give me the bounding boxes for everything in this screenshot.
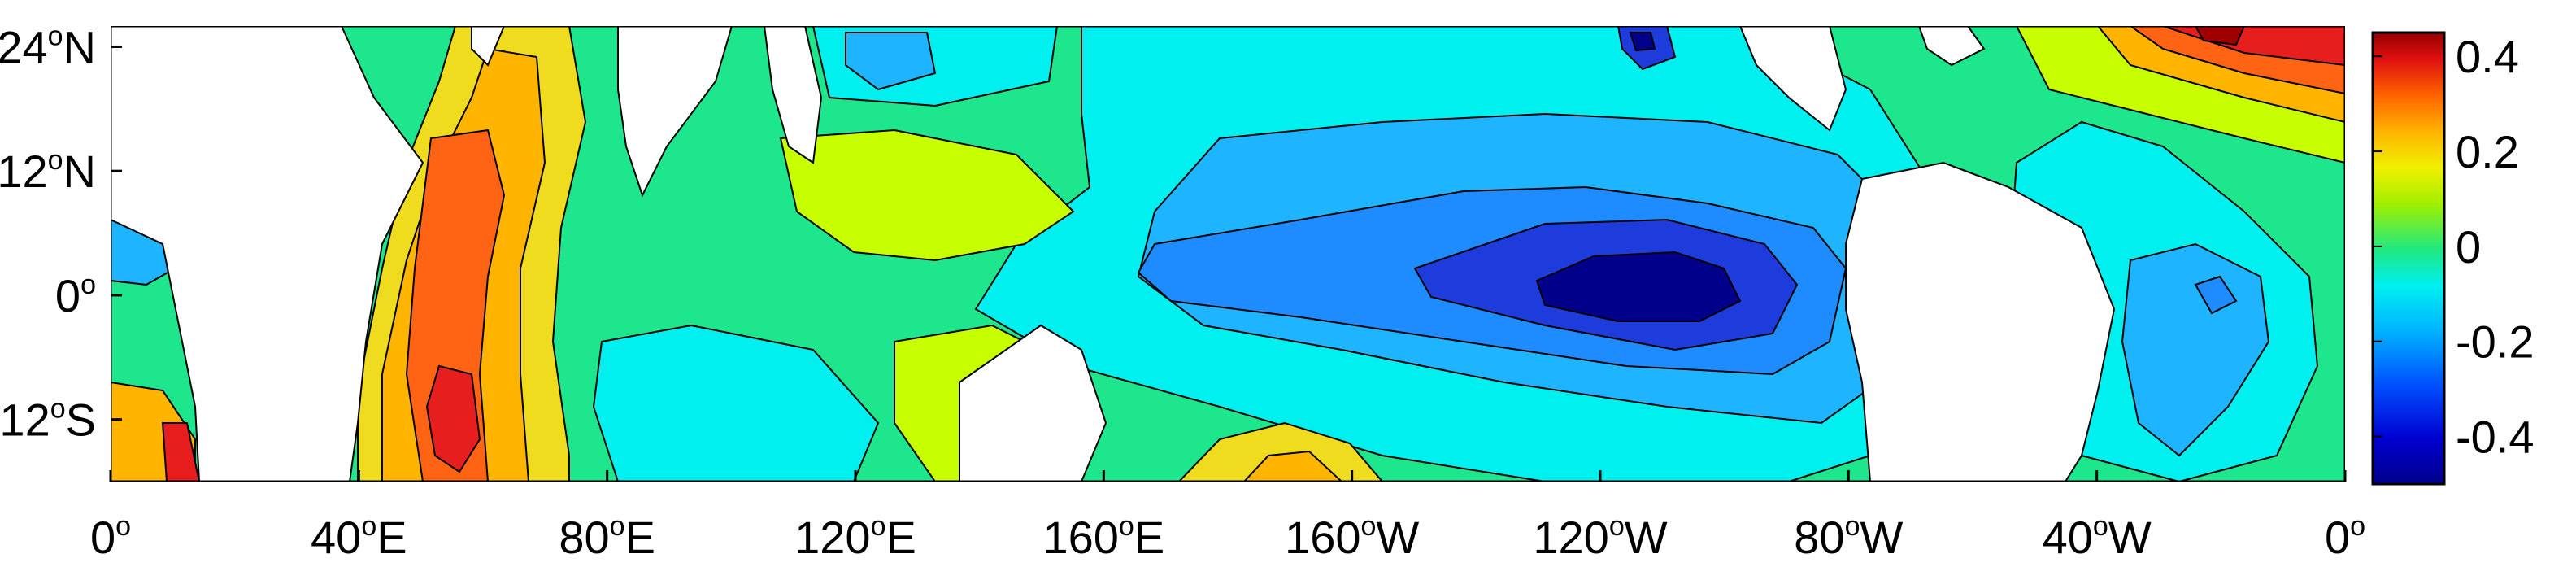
contour-yellow-spacific bbox=[1177, 421, 1384, 482]
contour-deepblue-core bbox=[1535, 251, 1742, 322]
x-tick-label: 160oE bbox=[1042, 511, 1164, 563]
x-tick-label: 120oE bbox=[794, 511, 916, 563]
x-tick-label: 40oE bbox=[311, 511, 407, 563]
land-arabia bbox=[471, 26, 506, 67]
x-tick-label: 40oW bbox=[2043, 511, 2152, 563]
x-tick-label: 80oW bbox=[1794, 511, 1903, 563]
x-tick-label: 120oW bbox=[1533, 511, 1667, 563]
land-south-america bbox=[1845, 161, 2116, 482]
x-tick-label: 80oE bbox=[559, 511, 655, 563]
colorbar-label: -0.4 bbox=[2456, 412, 2535, 463]
x-tick-label: 0o bbox=[2325, 511, 2365, 563]
contour-map bbox=[111, 26, 2345, 482]
land-north-america bbox=[1917, 26, 1986, 67]
x-tick-label: 0o bbox=[90, 511, 131, 563]
contour-orange-spacific bbox=[1242, 450, 1343, 482]
land-seasia bbox=[763, 26, 823, 164]
colorbar-label: 0.2 bbox=[2456, 126, 2519, 177]
colorbar-label: -0.2 bbox=[2456, 316, 2535, 368]
x-axis: 0o 40oE 80oE 120oE 160oE 160oW 120oW 80oW 40oW 0o bbox=[90, 470, 2365, 563]
contour-deepblue-nepacific bbox=[1629, 32, 1656, 52]
contour-red-indian bbox=[425, 364, 481, 473]
y-axis: 24oN 12oN 0o 12oS bbox=[0, 20, 122, 446]
contour-cyan-indo bbox=[592, 324, 880, 482]
land-mexico bbox=[1738, 26, 1847, 132]
colorbar-label: 0 bbox=[2456, 221, 2481, 273]
y-tick-label: 24oN bbox=[0, 20, 96, 72]
contour-lightblue-nwpacific bbox=[845, 32, 937, 91]
land-india bbox=[617, 26, 733, 198]
contour-red-swafrica bbox=[161, 422, 201, 482]
y-tick-label: 12oN bbox=[0, 145, 96, 197]
colorbar-labels: 0.4 0.2 0 -0.2 -0.4 bbox=[2373, 31, 2535, 463]
contour-darkred-ne-atlantic bbox=[2194, 26, 2246, 46]
y-tick-label: 12oS bbox=[0, 394, 96, 446]
colorbar-label: 0.4 bbox=[2456, 31, 2519, 82]
land-africa bbox=[111, 26, 424, 482]
contour-midblue-atlantic bbox=[2194, 275, 2238, 315]
colorbar-gradient bbox=[2371, 31, 2446, 486]
land-australia bbox=[959, 324, 1107, 482]
land-masses bbox=[111, 26, 2116, 482]
contour-lime-wpacific bbox=[779, 129, 1075, 262]
x-tick-label: 160oW bbox=[1285, 511, 1419, 563]
y-tick-label: 0o bbox=[55, 269, 96, 321]
colorbar: 0.4 0.2 0 -0.2 -0.4 bbox=[2371, 31, 2535, 486]
